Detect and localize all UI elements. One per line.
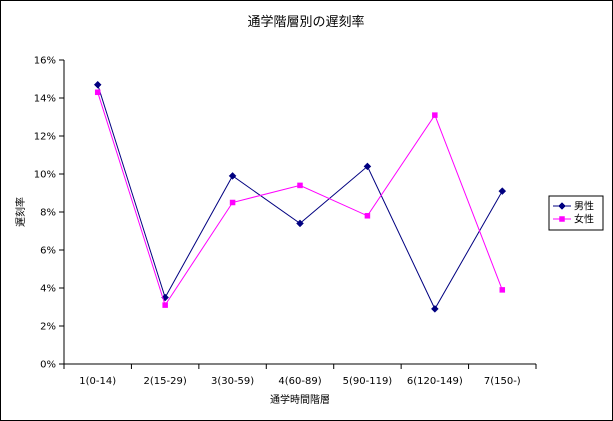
data-point: [498, 187, 507, 195]
data-point: [93, 80, 102, 89]
series-layer: [93, 80, 507, 313]
data-point: [363, 162, 372, 171]
legend-item: 男性: [553, 200, 594, 213]
data-point: [296, 219, 304, 228]
y-tick-label: 8%: [40, 208, 56, 219]
data-point: [432, 112, 438, 118]
x-axis-label: 通学時間階層: [270, 393, 330, 406]
x-tick-label: 1(0-14): [79, 376, 116, 387]
series-2: [94, 89, 506, 308]
data-point: [499, 287, 506, 293]
legend-label: 男性: [574, 200, 594, 213]
legend-label: 女性: [574, 213, 594, 226]
x-tick-label: 5(90-119): [343, 376, 393, 387]
y-tick-label: 10%: [34, 170, 56, 181]
data-point: [162, 302, 168, 308]
data-point: [229, 199, 236, 206]
legend-marker: [558, 202, 566, 210]
data-point: [228, 172, 237, 180]
y-tick-label: 4%: [40, 284, 56, 295]
y-tick-label: 12%: [34, 132, 56, 143]
data-point: [431, 305, 439, 313]
chart-title: 通学階層別の遅刻率: [247, 14, 364, 30]
axes: 0% 2% 4% 6% 8% 10% 12% 14% 16% 1(0-14) 2(15-29) 3(3…: [34, 56, 537, 387]
plot-area: [64, 60, 536, 364]
x-tick-label: 7(150-): [484, 376, 521, 387]
y-tick-label: 2%: [40, 322, 56, 333]
x-tick-label: 3(30-59): [211, 376, 254, 387]
y-axis-label: 遅刻率: [14, 197, 27, 227]
y-tick-label: 0%: [40, 360, 56, 371]
x-tick-label: 6(120-149): [407, 376, 463, 387]
legend-box: [548, 195, 604, 231]
series-1: [93, 80, 507, 313]
data-point: [364, 213, 371, 219]
x-tick-label: 2(15-29): [144, 376, 187, 387]
y-tick-label: 14%: [34, 94, 56, 105]
x-tick-label: 4(60-89): [278, 376, 321, 387]
data-point: [297, 182, 303, 189]
y-tick-label: 16%: [34, 56, 56, 67]
legend-item: 女性: [553, 213, 594, 226]
data-point: [94, 89, 101, 96]
legend-marker: [559, 216, 565, 222]
y-tick-label: 6%: [40, 246, 56, 257]
